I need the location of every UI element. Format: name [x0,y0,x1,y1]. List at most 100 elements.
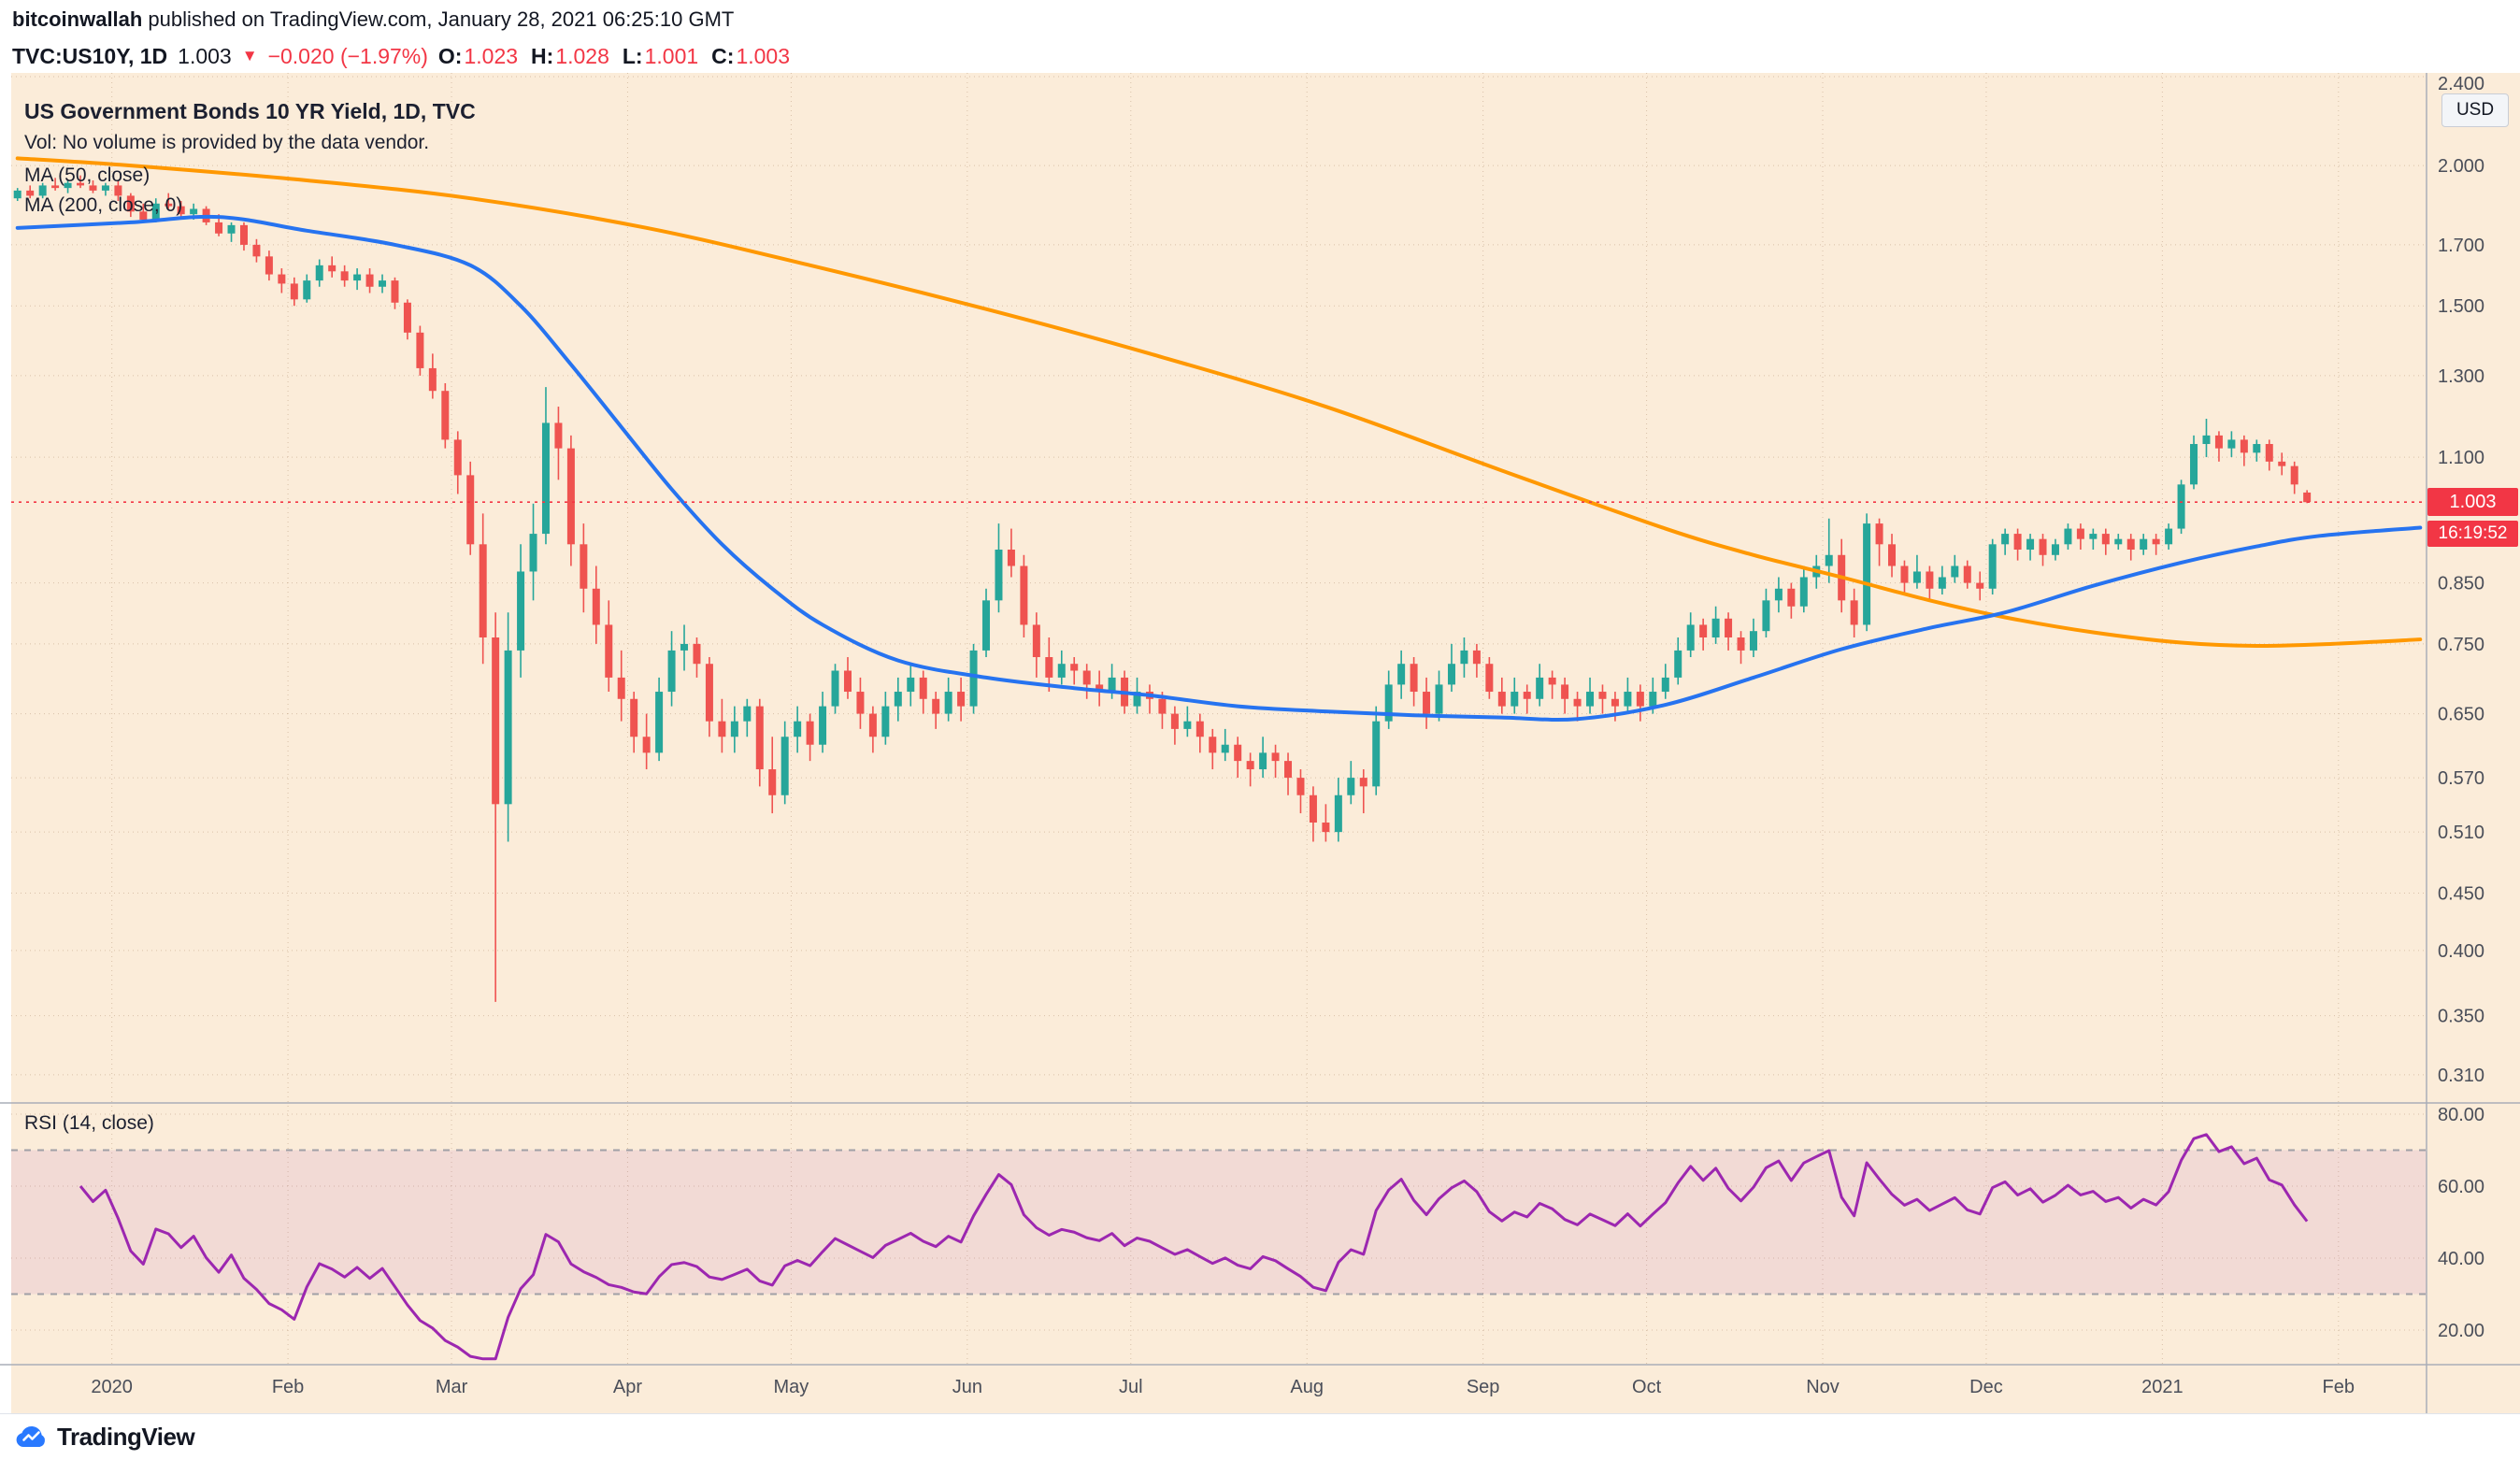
price-tick-label[interactable]: 1.300 [2438,366,2484,387]
price-tick-label[interactable]: 1.500 [2438,296,2484,317]
candle-body [265,256,273,275]
candle-body [252,244,261,257]
candle-body [1573,698,1582,707]
candle-body [957,692,966,707]
time-axis-label[interactable]: 2021 [2141,1377,2184,1397]
price-tick-label[interactable]: 0.750 [2438,635,2484,655]
brand-wordmark[interactable]: TradingView [57,1423,195,1451]
candle-body [1460,650,1468,665]
candle-body [1032,624,1040,658]
ma50-legend[interactable]: MA (50, close) [24,165,150,186]
price-chart[interactable]: 2.400 2.000 1.700 1.500 1.300 1.100 0.850 0.750… [0,73,2520,1413]
ma200-legend[interactable]: MA (200, close, 0) [24,194,183,216]
rsi-tick-label[interactable]: 20.00 [2438,1321,2484,1341]
volume-note: Vol: No volume is provided by the data v… [24,132,430,153]
time-axis-label[interactable]: Dec [1969,1377,2003,1397]
time-axis-label[interactable]: Sep [1467,1377,1500,1397]
candle-body [365,274,374,287]
candle-body [151,203,160,220]
price-tick-label[interactable]: 0.570 [2438,768,2484,789]
candle-body [2126,538,2135,551]
candle-body [2026,538,2035,551]
tradingview-logo-icon[interactable] [13,1420,49,1455]
candle-body [1988,544,1997,589]
candle-body [227,224,236,234]
candle-body [353,274,362,281]
candle-body [1133,692,1141,707]
price-tick-label[interactable]: 1.100 [2438,448,2484,468]
chart-background[interactable] [11,73,2520,1413]
time-axis-label[interactable]: Aug [1290,1377,1324,1397]
candle-body [730,721,738,737]
candle-body [1183,721,1192,729]
candle-body [1108,677,1116,693]
price-tick-label[interactable]: 0.400 [2438,941,2484,962]
time-axis-label[interactable]: Feb [272,1377,304,1397]
currency-button[interactable]: USD [2441,93,2509,127]
candle-body [1246,761,1254,770]
candle-body [2278,461,2286,466]
change-text: −0.020 (−1.97%) [267,43,428,68]
candle-body [1749,631,1757,651]
candle-body [1963,565,1971,583]
candle-body [1888,544,1897,566]
candle-body [1787,588,1796,607]
candle-body [1221,744,1229,753]
candle-body [1926,571,1934,589]
price-tick-label[interactable]: 0.310 [2438,1066,2484,1086]
time-axis-label[interactable]: 2020 [91,1377,133,1397]
candle-body [1384,684,1393,722]
ma50-line [15,214,2423,723]
candle-body [89,185,97,191]
time-axis-label[interactable]: Jul [1119,1377,1143,1397]
candle-body [806,721,814,745]
time-axis-label[interactable]: Jun [952,1377,982,1397]
candle-body [705,664,713,722]
rsi-legend[interactable]: RSI (14, close) [24,1112,154,1134]
candle-body [1699,624,1708,638]
candle-body [1359,778,1367,787]
rsi-tick-label[interactable]: 80.00 [2438,1105,2484,1125]
candle-body [1447,664,1455,685]
candle-body [693,643,701,665]
time-axis-label[interactable]: Mar [436,1377,468,1397]
candle-body [819,706,827,745]
candle-body [868,713,877,737]
candle-body [1334,794,1342,833]
candle-body [1234,744,1242,762]
candle-body [1284,761,1293,779]
candle-body [492,637,500,805]
candle-body [1497,692,1506,707]
price-tick-label[interactable]: 0.510 [2438,823,2484,843]
candle-body [2240,439,2248,453]
candle-body [1536,677,1544,699]
price-tick-label[interactable]: 1.700 [2438,236,2484,256]
candle-body [1259,752,1267,770]
footer: TradingView [0,1413,2520,1460]
time-axis-label[interactable]: Apr [613,1377,642,1397]
candle-body [239,224,248,245]
rsi-tick-label[interactable]: 60.00 [2438,1177,2484,1197]
time-axis-label[interactable]: May [774,1377,809,1397]
price-tick-label[interactable]: 0.650 [2438,705,2484,725]
rsi-tick-label[interactable]: 40.00 [2438,1249,2484,1269]
price-tick-label[interactable]: 0.850 [2438,574,2484,594]
time-axis-label[interactable]: Feb [2323,1377,2355,1397]
candle-body [2064,528,2072,545]
price-tick-label[interactable]: 0.450 [2438,883,2484,904]
candle-body [1951,565,1959,578]
candle-body [1661,677,1669,693]
price-tick-label[interactable]: 0.350 [2438,1007,2484,1027]
candle-body [1158,698,1167,714]
time-axis-label[interactable]: Nov [1806,1377,1840,1397]
candle-body [881,706,890,737]
open-label: O: [437,43,463,68]
price-tick-label[interactable]: 2.400 [2438,74,2484,94]
time-axis-label[interactable]: Oct [1632,1377,1662,1397]
chart-title[interactable]: US Government Bonds 10 YR Yield, 1D, TVC [24,99,476,123]
price-tick-label[interactable]: 2.000 [2438,156,2484,177]
candle-body [919,677,927,699]
candle-body [114,185,122,196]
open-value: 1.023 [464,43,519,68]
symbol-interval[interactable]: TVC:US10Y, 1D [12,43,168,68]
